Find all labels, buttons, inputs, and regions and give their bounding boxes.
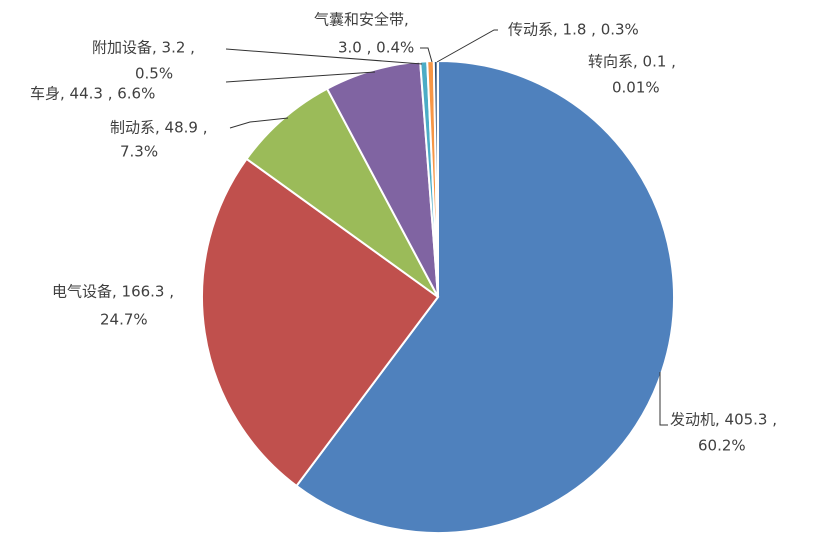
leader-line	[659, 372, 668, 426]
data-label: 转向系, 0.1 ,	[588, 53, 676, 71]
data-label: 发动机, 405.3 ,	[670, 411, 777, 429]
data-label: 附加设备, 3.2 ,	[92, 39, 195, 57]
data-label: 0.5%	[135, 65, 173, 83]
data-label: 车身, 44.3 , 6.6%	[30, 85, 155, 103]
pie-slice	[201, 157, 440, 488]
pie-slice	[245, 87, 439, 298]
leader-line	[225, 71, 376, 83]
data-label: 制动系, 48.9 ,	[110, 119, 207, 137]
leader-line	[225, 48, 423, 65]
data-label: 电气设备, 166.3 ,	[52, 283, 174, 301]
leader-line	[229, 117, 289, 129]
data-label: 24.7%	[100, 311, 148, 329]
data-label: 60.2%	[698, 437, 746, 455]
data-label: 传动系, 1.8 , 0.3%	[508, 21, 639, 39]
data-label: 7.3%	[120, 143, 158, 161]
data-label: 0.01%	[612, 79, 660, 97]
data-label: 3.0 , 0.4%	[338, 39, 414, 57]
leader-line	[436, 29, 498, 63]
leader-line	[420, 47, 433, 63]
pie-slice	[295, 59, 675, 534]
data-label: 气囊和安全带,	[314, 11, 409, 29]
